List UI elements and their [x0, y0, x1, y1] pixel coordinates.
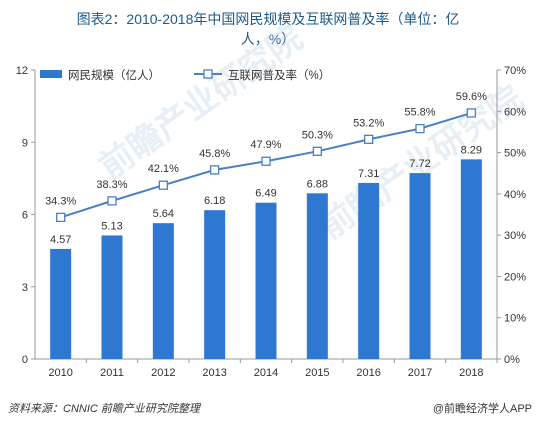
line-data-label: 47.9%	[250, 139, 281, 151]
line-point	[158, 180, 168, 190]
y-right-tick-label: 60%	[504, 106, 526, 118]
x-tick-label: 2018	[459, 367, 483, 379]
line-data-label: 59.6%	[456, 91, 487, 103]
bar	[50, 248, 72, 359]
y-left-tick-label: 12	[16, 65, 28, 77]
line-point	[312, 146, 322, 156]
line-point	[466, 108, 476, 118]
bar	[409, 173, 431, 359]
bar	[204, 210, 226, 359]
line-point	[415, 123, 425, 134]
legend: 网民规模（亿人） 互联网普及率（%）	[40, 68, 330, 82]
x-tick-label: 2014	[254, 367, 278, 379]
line-data-label: 38.3%	[96, 179, 127, 191]
line-data-label: 55.8%	[404, 107, 435, 119]
legend-line-marker	[203, 69, 213, 79]
bar	[255, 202, 277, 359]
y-right-tick-label: 10%	[504, 313, 526, 325]
bar-data-label: 4.57	[50, 234, 71, 246]
bar-data-label: 8.29	[461, 144, 482, 156]
x-tick-label: 2016	[356, 367, 380, 379]
y-right-tick-label: 0%	[504, 354, 520, 366]
y-left-tick-label: 6	[22, 210, 28, 222]
bar	[306, 193, 328, 359]
line-point	[107, 196, 117, 206]
line-point	[364, 134, 374, 145]
y-left-tick-label: 0	[22, 354, 28, 366]
y-right-tick-label: 40%	[504, 189, 526, 201]
chart-title-line1: 图表2：2010-2018年中国网民规模及互联网普及率（单位：亿	[77, 11, 460, 27]
line-data-label: 42.1%	[148, 163, 179, 175]
x-tick-label: 2011	[100, 367, 124, 379]
bar-data-label: 7.72	[409, 158, 430, 170]
line-point	[210, 165, 220, 175]
legend-bar-label: 网民规模（亿人）	[68, 68, 160, 82]
x-tick-label: 2010	[48, 367, 72, 379]
brand-label: @前瞻经济学人APP	[433, 401, 532, 415]
bar	[152, 223, 174, 359]
y-left-tick-label: 3	[22, 282, 28, 294]
legend-line-label: 互联网普及率（%）	[228, 68, 330, 82]
line-data-label: 50.3%	[302, 129, 333, 141]
bar-data-label: 5.64	[153, 208, 174, 220]
line-point	[261, 156, 271, 166]
bar	[101, 235, 123, 359]
x-tick-label: 2013	[202, 367, 226, 379]
y-right-tick-label: 50%	[504, 148, 526, 160]
line-point	[56, 212, 66, 223]
bar-data-label: 6.88	[307, 178, 328, 190]
x-tick-label: 2015	[305, 367, 329, 379]
plot-area: 0 3 6 9 12 0% 10% 20% 30% 40% 50% 60% 70% 2010 4.57 201…	[16, 65, 526, 379]
legend-bar-swatch	[40, 70, 62, 78]
line-data-label: 34.3%	[45, 195, 76, 207]
chart-title-line2: 人，%）	[241, 31, 295, 47]
x-tick-label: 2012	[151, 367, 175, 379]
bar-data-label: 5.13	[101, 220, 122, 232]
bar-data-label: 7.31	[358, 168, 379, 180]
y-left-tick-label: 9	[22, 137, 28, 149]
source-note: 资料来源：CNNIC 前瞻产业研究院整理	[8, 402, 202, 415]
watermark-1: 前瞻产业研究院	[92, 18, 309, 186]
bar	[358, 182, 380, 359]
line-data-label: 45.8%	[199, 148, 230, 160]
y-right-tick-label: 30%	[504, 230, 526, 242]
x-tick-label: 2017	[408, 367, 432, 379]
y-right-tick-label: 20%	[504, 271, 526, 283]
bar-data-label: 6.49	[255, 188, 276, 200]
line-data-label: 53.2%	[353, 117, 384, 129]
bar-data-label: 6.18	[204, 195, 225, 207]
y-right-tick-label: 70%	[504, 65, 526, 77]
bar	[460, 159, 482, 359]
